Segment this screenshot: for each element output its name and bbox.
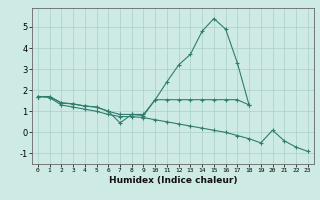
X-axis label: Humidex (Indice chaleur): Humidex (Indice chaleur): [108, 176, 237, 185]
